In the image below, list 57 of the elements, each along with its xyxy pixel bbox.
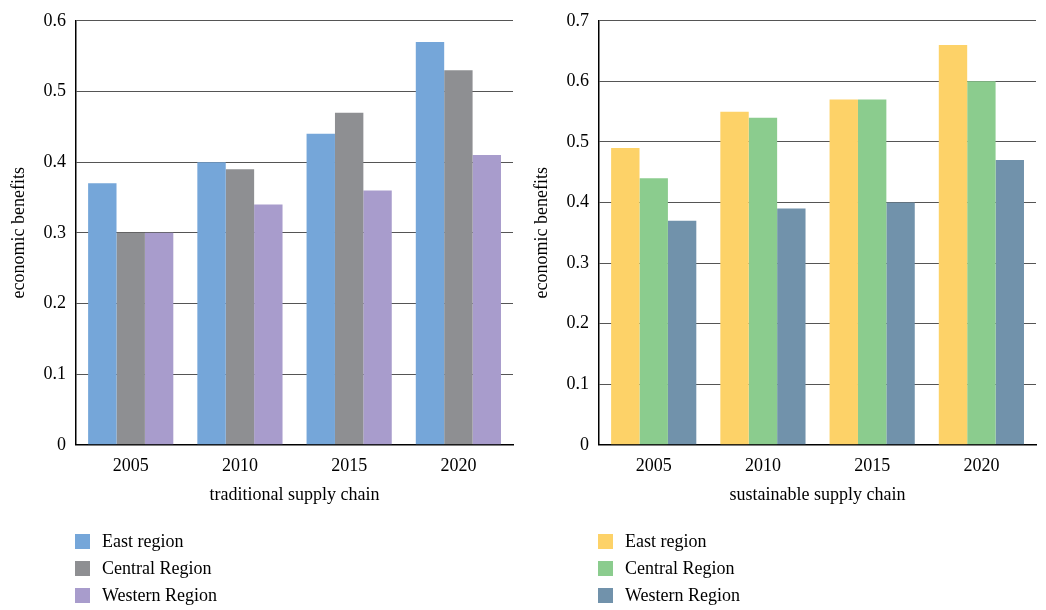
bar	[444, 70, 473, 445]
x-tick-label: 2010	[744, 455, 781, 476]
bar	[720, 111, 749, 445]
bar	[415, 42, 445, 445]
bar	[363, 190, 392, 445]
y-tick-label: 0.4	[566, 191, 590, 212]
x-tick-label: 2005	[635, 455, 672, 476]
bar	[748, 117, 778, 445]
bar	[967, 81, 996, 445]
x-axis-title: sustainable supply chain	[729, 483, 906, 504]
bar	[254, 204, 283, 445]
y-axis-title: economic benefits	[530, 167, 551, 299]
bar	[144, 232, 174, 445]
bar	[306, 133, 335, 445]
bar	[472, 155, 501, 445]
legend-label: Central Region	[102, 558, 212, 579]
bar	[334, 112, 364, 445]
bar	[667, 220, 697, 445]
x-tick-label: 2015	[331, 455, 368, 476]
legend-label: East region	[102, 531, 184, 552]
bar	[777, 208, 806, 445]
y-tick-label: 0.2	[43, 292, 67, 313]
bar	[88, 183, 117, 445]
legend-label: Western Region	[625, 585, 741, 606]
y-tick-label: 0.2	[566, 312, 590, 333]
bar	[639, 178, 668, 445]
y-tick-label: 0.3	[566, 251, 590, 272]
bar	[225, 169, 255, 445]
bar	[995, 160, 1024, 445]
bar	[829, 99, 858, 445]
y-tick-label: 0.3	[43, 221, 67, 242]
legend-label: Western Region	[102, 585, 218, 606]
y-tick-label: 0.6	[566, 70, 590, 91]
bar	[116, 232, 145, 445]
bar	[938, 45, 968, 445]
x-tick-label: 2020	[440, 455, 477, 476]
bar	[857, 99, 887, 445]
x-axis-title: traditional supply chain	[209, 483, 380, 504]
legend-label: East region	[625, 531, 707, 552]
y-tick-label: 0.6	[43, 9, 67, 30]
y-axis-title: economic benefits	[7, 167, 28, 299]
y-tick-label: 0	[57, 433, 67, 454]
legend-label: Central Region	[625, 558, 735, 579]
bar	[197, 162, 226, 445]
y-tick-label: 0.1	[43, 362, 67, 383]
x-tick-label: 2010	[221, 455, 258, 476]
y-tick-label: 0.7	[566, 9, 590, 30]
bar	[886, 202, 915, 445]
y-tick-label: 0.4	[43, 150, 67, 171]
bar	[611, 148, 640, 445]
x-tick-label: 2020	[963, 455, 1000, 476]
x-tick-label: 2005	[112, 455, 149, 476]
x-tick-label: 2015	[854, 455, 891, 476]
y-tick-label: 0	[580, 433, 590, 454]
y-tick-label: 0.1	[566, 372, 590, 393]
y-tick-label: 0.5	[566, 130, 590, 151]
y-tick-label: 0.5	[43, 80, 67, 101]
